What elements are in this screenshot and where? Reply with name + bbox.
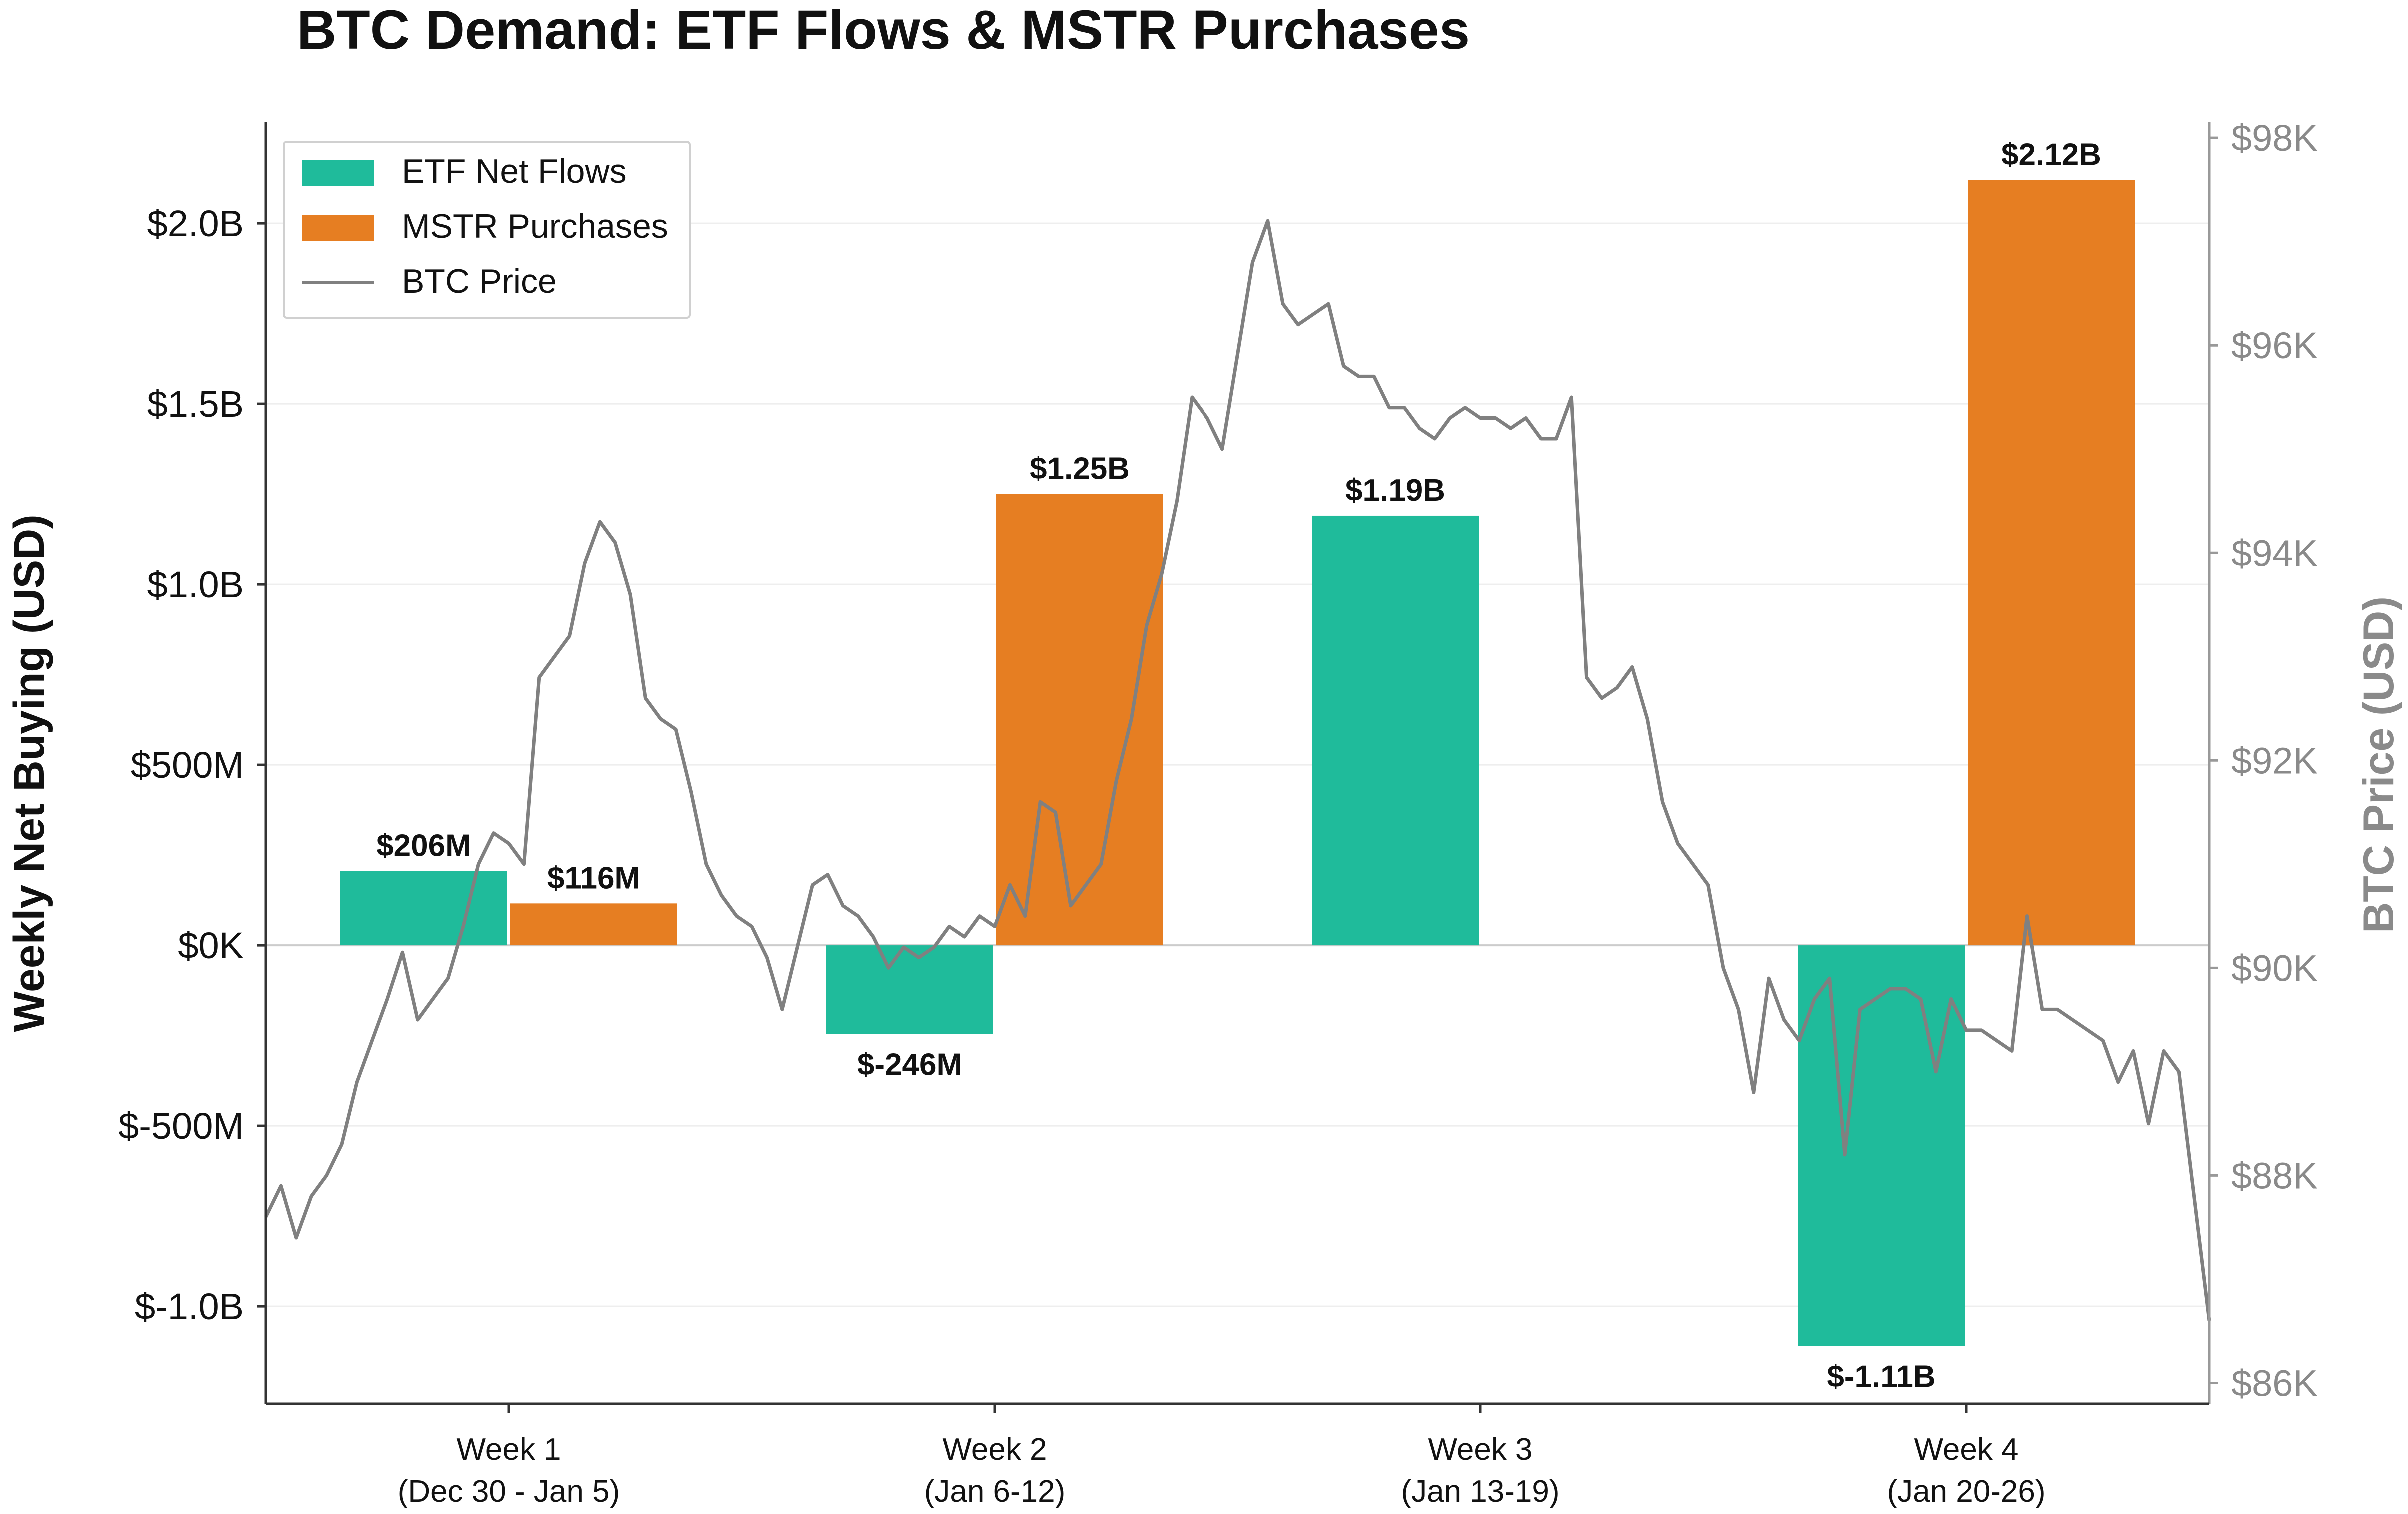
bar-mstr-week-4 [1968, 180, 2135, 946]
legend-label-mstr: MSTR Purchases [402, 207, 668, 245]
y-tick-label-6: $2.0B [147, 203, 244, 244]
y-tick-label-3: $500M [131, 744, 244, 786]
legend-box [283, 141, 691, 319]
y2-tick-label-3: $92K [2231, 740, 2318, 781]
btc-price-line [264, 219, 2211, 1321]
x-tick-sublabel-1: (Jan 6-12) [924, 1474, 1066, 1509]
x-ticks: Week 1 (Dec 30 - Jan 5) Week 2 (Jan 6-12) We… [398, 1404, 2046, 1509]
y2-tick-label-6: $98K [2231, 117, 2318, 159]
legend-swatch-mstr [302, 215, 374, 241]
legend-swatch-etf [302, 160, 374, 186]
bar-mstr-week-2 [996, 494, 1163, 946]
price-line-group [264, 219, 2211, 1321]
bars [340, 180, 2135, 1346]
axes [264, 122, 2211, 1405]
y2-axis-label: BTC Price (USD) [2355, 596, 2403, 933]
bar-mstr-week-1 [510, 903, 677, 946]
y2-tick-label-5: $96K [2231, 325, 2318, 366]
y2-tick-label-1: $88K [2231, 1155, 2318, 1196]
bar-label-etf-week-1: $206M [376, 828, 471, 863]
x-tick-sublabel-2: (Jan 13-19) [1401, 1474, 1559, 1509]
y-tick-label-2: $0K [178, 925, 244, 966]
bar-label-mstr-week-4: $2.12B [2001, 138, 2101, 172]
y-tick-label-0: $-1.0B [135, 1286, 244, 1327]
x-tick-sublabel-0: (Dec 30 - Jan 5) [398, 1474, 620, 1509]
y-tick-label-4: $1.0B [147, 564, 244, 605]
bar-label-etf-week-4: $-1.11B [1827, 1359, 1935, 1394]
legend-label-price: BTC Price [402, 262, 557, 300]
bar-labels: $206M $-246M $1.19B $-1.11B $116M $1.25B $2.12… [376, 138, 2101, 1394]
y2-tick-label-0: $86K [2231, 1362, 2318, 1404]
bar-etf-week-3 [1312, 515, 1479, 946]
y2-tick-label-2: $90K [2231, 947, 2318, 989]
x-tick-label-3: Week 4 [1914, 1432, 2018, 1467]
y-axis-label: Weekly Net Buying (USD) [5, 514, 53, 1032]
x-tick-label-2: Week 3 [1428, 1432, 1532, 1467]
bar-etf-week-4 [1798, 945, 1965, 1346]
bar-label-etf-week-3: $1.19B [1345, 473, 1445, 508]
chart-title: BTC Demand: ETF Flows & MSTR Purchases [297, 0, 1470, 61]
bar-label-mstr-week-2: $1.25B [1030, 452, 1130, 486]
legend-label-etf: ETF Net Flows [402, 152, 627, 190]
y2-tick-label-4: $94K [2231, 532, 2318, 574]
x-tick-sublabel-3: (Jan 20-26) [1887, 1474, 2045, 1509]
legend: ETF Net Flows MSTR Purchases BTC Price [283, 141, 691, 319]
x-tick-label-1: Week 2 [942, 1432, 1047, 1467]
bar-etf-week-1 [340, 871, 507, 946]
right-y-ticks: $86K $88K $90K $92K $94K $96K $98K [2209, 117, 2318, 1404]
left-y-ticks: $-1.0B $-500M $0K $500M $1.0B $1.5B $2.0B [118, 203, 266, 1327]
bar-label-mstr-week-1: $116M [547, 861, 640, 895]
y-tick-label-1: $-500M [118, 1105, 244, 1147]
x-tick-label-0: Week 1 [456, 1432, 561, 1467]
y-tick-label-5: $1.5B [147, 383, 244, 425]
bar-etf-week-2 [826, 945, 993, 1034]
bar-label-etf-week-2: $-246M [857, 1048, 962, 1082]
